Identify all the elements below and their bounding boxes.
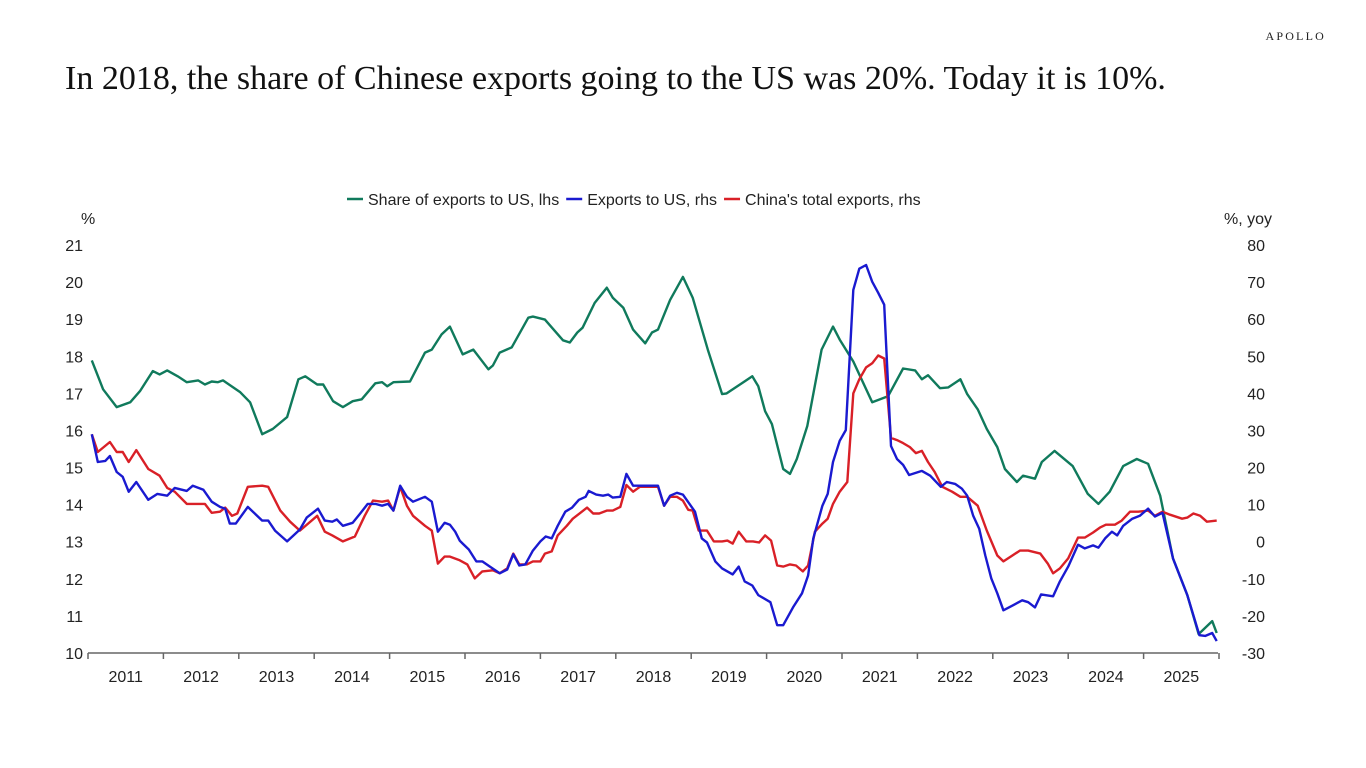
x-tick-label: 2019 [711,669,747,686]
left-tick-label: 18 [65,349,83,366]
left-tick-label: 10 [65,646,83,663]
legend: Share of exports to US, lhs Exports to US… [347,192,921,209]
x-tick-label: 2021 [862,669,898,686]
legend-item: Share of exports to US, lhs [347,192,559,209]
left-tick-label: 19 [65,312,83,329]
x-tick-label: 2015 [410,669,446,686]
legend-label: China's total exports, rhs [745,192,921,209]
right-tick-label: 50 [1247,349,1265,366]
left-tick-label: 21 [65,238,83,255]
right-tick-label: 60 [1247,312,1265,329]
right-tick-label: 70 [1247,275,1265,292]
x-tick-label: 2025 [1164,669,1200,686]
right-tick-label: 0 [1256,535,1265,552]
legend-label: Share of exports to US, lhs [368,192,559,209]
right-axis-label: %, yoy [1224,211,1272,228]
right-tick-label: 80 [1247,238,1265,255]
x-tick-label: 2014 [334,669,370,686]
series-line-2 [90,263,1218,642]
page-title: In 2018, the share of Chinese exports go… [65,60,1166,97]
x-tick-label: 2011 [108,669,143,686]
x-tick-label: 2013 [259,669,295,686]
left-tick-label: 13 [65,535,83,552]
legend-item: China's total exports, rhs [724,192,921,209]
x-tick-label: 2017 [560,669,596,686]
left-tick-label: 20 [65,275,83,292]
x-tick-label: 2018 [636,669,672,686]
series-line-1 [90,275,1218,636]
x-tick-label: 2024 [1088,669,1124,686]
right-tick-label: 30 [1247,423,1265,440]
left-tick-label: 12 [65,572,83,589]
legend-label: Exports to US, rhs [587,192,717,209]
right-tick-label: 40 [1247,386,1265,403]
left-tick-label: 17 [65,386,83,403]
legend-item: Exports to US, rhs [566,192,717,209]
left-tick-label: 15 [65,461,83,478]
right-tick-label: -10 [1242,572,1265,589]
right-tick-label: -30 [1242,646,1265,663]
x-tick-label: 2022 [937,669,973,686]
x-tick-label: 2023 [1013,669,1049,686]
left-tick-label: 14 [65,498,83,515]
series-line-3 [90,354,1217,580]
left-tick-label: 11 [66,609,83,626]
right-tick-label: -20 [1242,609,1265,626]
right-tick-label: 10 [1247,498,1265,515]
right-tick-label: 20 [1247,461,1265,478]
left-axis-label: % [81,211,95,228]
x-tick-label: 2016 [485,669,521,686]
apollo-logo: APOLLO [1265,29,1326,43]
x-tick-label: 2012 [183,669,219,686]
x-tick-label: 2020 [787,669,823,686]
left-tick-label: 16 [65,423,83,440]
